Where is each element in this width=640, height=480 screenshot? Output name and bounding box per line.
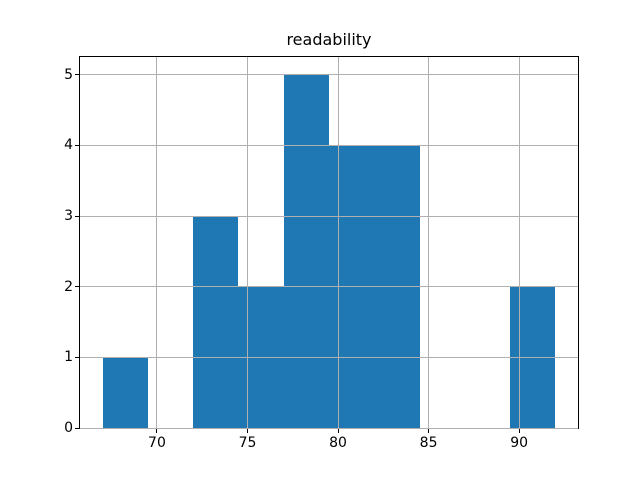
x-tick-label: 70 — [148, 435, 166, 451]
y-tick-mark — [75, 215, 79, 217]
y-tick-label: 5 — [64, 66, 73, 83]
x-tick-mark — [428, 429, 430, 433]
y-tick-label: 4 — [64, 137, 73, 154]
gridline-horizontal — [80, 356, 578, 358]
y-tick-label: 3 — [64, 208, 73, 224]
gridline-horizontal — [80, 215, 578, 217]
y-tick-label: 2 — [64, 278, 73, 295]
gridline-vertical — [428, 57, 430, 428]
y-tick-mark — [75, 144, 79, 146]
x-tick-mark — [156, 429, 158, 433]
x-tick-mark — [247, 429, 248, 433]
gridline-horizontal — [80, 427, 578, 429]
x-tick-label: 90 — [510, 435, 529, 451]
y-tick-mark — [75, 427, 79, 429]
y-tick-label: 0 — [64, 420, 73, 436]
y-tick-mark — [75, 74, 79, 76]
x-tick-label: 75 — [238, 435, 257, 451]
gridline-horizontal — [80, 286, 578, 288]
x-tick-label: 80 — [329, 435, 347, 451]
y-tick-mark — [75, 286, 79, 288]
gridline-vertical — [247, 57, 248, 428]
plot-area — [79, 56, 579, 429]
grid-layer — [80, 57, 578, 429]
gridline-vertical — [518, 57, 520, 428]
gridline-horizontal — [80, 144, 578, 146]
y-tick-mark — [75, 356, 79, 358]
gridline-vertical — [156, 57, 158, 428]
histogram-bar — [283, 74, 329, 428]
histogram-bar — [193, 216, 239, 428]
histogram-bar — [102, 357, 148, 428]
x-tick-label: 85 — [419, 435, 438, 451]
y-tick-label: 1 — [64, 349, 73, 366]
chart-title: readability — [286, 30, 372, 49]
x-tick-mark — [337, 429, 339, 433]
gridline-vertical — [337, 57, 339, 428]
x-tick-mark — [518, 429, 520, 433]
gridline-horizontal — [80, 74, 578, 76]
